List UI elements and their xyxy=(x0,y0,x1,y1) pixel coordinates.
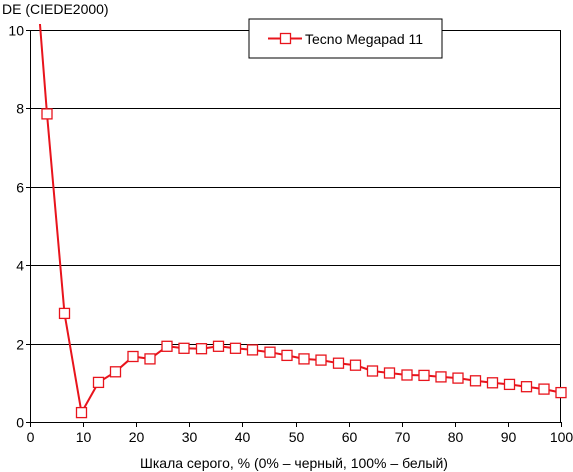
legend-marker xyxy=(279,32,292,45)
data-point-2 xyxy=(58,307,71,320)
x-tick-label-50: 50 xyxy=(289,429,305,445)
legend: Tecno Megapad 11 xyxy=(248,18,443,59)
data-point-19 xyxy=(349,359,362,371)
data-point-18 xyxy=(332,357,345,369)
x-tick-label-100: 100 xyxy=(550,429,573,445)
x-tick-label-0: 0 xyxy=(27,429,35,445)
data-point-15 xyxy=(281,349,293,362)
y-axis-label: DE (CIEDE2000) xyxy=(2,1,109,17)
data-point-12 xyxy=(229,342,242,354)
data-point-14 xyxy=(264,346,276,358)
data-point-10 xyxy=(195,343,208,355)
y-tick-label-2: 2 xyxy=(16,337,24,353)
data-point-13 xyxy=(246,344,259,356)
data-point-21 xyxy=(383,367,396,379)
x-tick-label-30: 30 xyxy=(182,429,198,445)
x-tick-label-80: 80 xyxy=(448,429,464,445)
x-tick-label-10: 10 xyxy=(76,429,92,445)
series-group xyxy=(38,24,567,419)
x-tick-labels: 0 10 20 30 40 50 60 70 80 90 100 xyxy=(27,429,573,445)
data-point-26 xyxy=(469,375,482,387)
x-tick-label-20: 20 xyxy=(129,429,145,445)
x-axis-label: Шкала серого, % (0% – черный, 100% – бел… xyxy=(140,455,448,471)
data-point-20 xyxy=(366,365,379,377)
data-point-6 xyxy=(127,350,139,363)
y-tick-label-10: 10 xyxy=(8,23,24,39)
data-point-23 xyxy=(418,369,430,382)
data-point-1 xyxy=(41,108,53,120)
data-point-3 xyxy=(75,406,88,419)
y-tick-label-6: 6 xyxy=(16,180,24,196)
data-point-4 xyxy=(92,376,105,389)
x-tick-label-40: 40 xyxy=(235,429,251,445)
data-point-25 xyxy=(452,372,464,384)
data-point-31 xyxy=(555,386,567,399)
x-tick-label-90: 90 xyxy=(501,429,517,445)
data-point-17 xyxy=(315,354,327,366)
data-point-7 xyxy=(144,353,156,365)
data-point-29 xyxy=(520,381,533,393)
data-point-16 xyxy=(298,353,310,365)
y-tick-labels: 0 2 4 6 8 10 xyxy=(8,23,24,431)
data-point-27 xyxy=(486,377,499,389)
y-tick-label-8: 8 xyxy=(16,101,24,117)
x-tick-label-60: 60 xyxy=(342,429,358,445)
y-tick-label-0: 0 xyxy=(16,415,24,431)
x-tick-label-70: 70 xyxy=(395,429,411,445)
legend-label: Tecno Megapad 11 xyxy=(305,31,423,47)
data-point-5 xyxy=(109,366,122,378)
data-point-8 xyxy=(161,340,173,352)
data-point-9 xyxy=(178,342,190,354)
data-point-30 xyxy=(538,383,550,395)
y-tick-label-4: 4 xyxy=(16,258,24,274)
data-point-11 xyxy=(212,340,225,352)
data-point-24 xyxy=(435,371,447,383)
data-point-22 xyxy=(401,369,413,381)
axes xyxy=(26,30,562,427)
data-point-28 xyxy=(503,378,516,391)
